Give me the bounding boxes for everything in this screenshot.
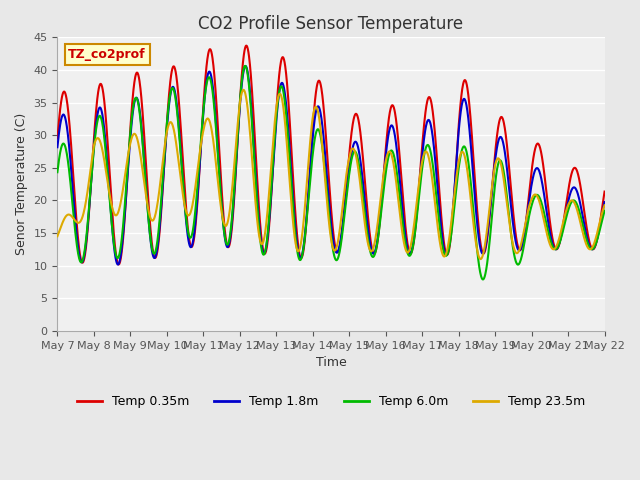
X-axis label: Time: Time	[316, 356, 346, 369]
Title: CO2 Profile Sensor Temperature: CO2 Profile Sensor Temperature	[198, 15, 463, 33]
Y-axis label: Senor Temperature (C): Senor Temperature (C)	[15, 113, 28, 255]
Text: TZ_co2prof: TZ_co2prof	[68, 48, 146, 61]
Legend: Temp 0.35m, Temp 1.8m, Temp 6.0m, Temp 23.5m: Temp 0.35m, Temp 1.8m, Temp 6.0m, Temp 2…	[72, 390, 590, 413]
